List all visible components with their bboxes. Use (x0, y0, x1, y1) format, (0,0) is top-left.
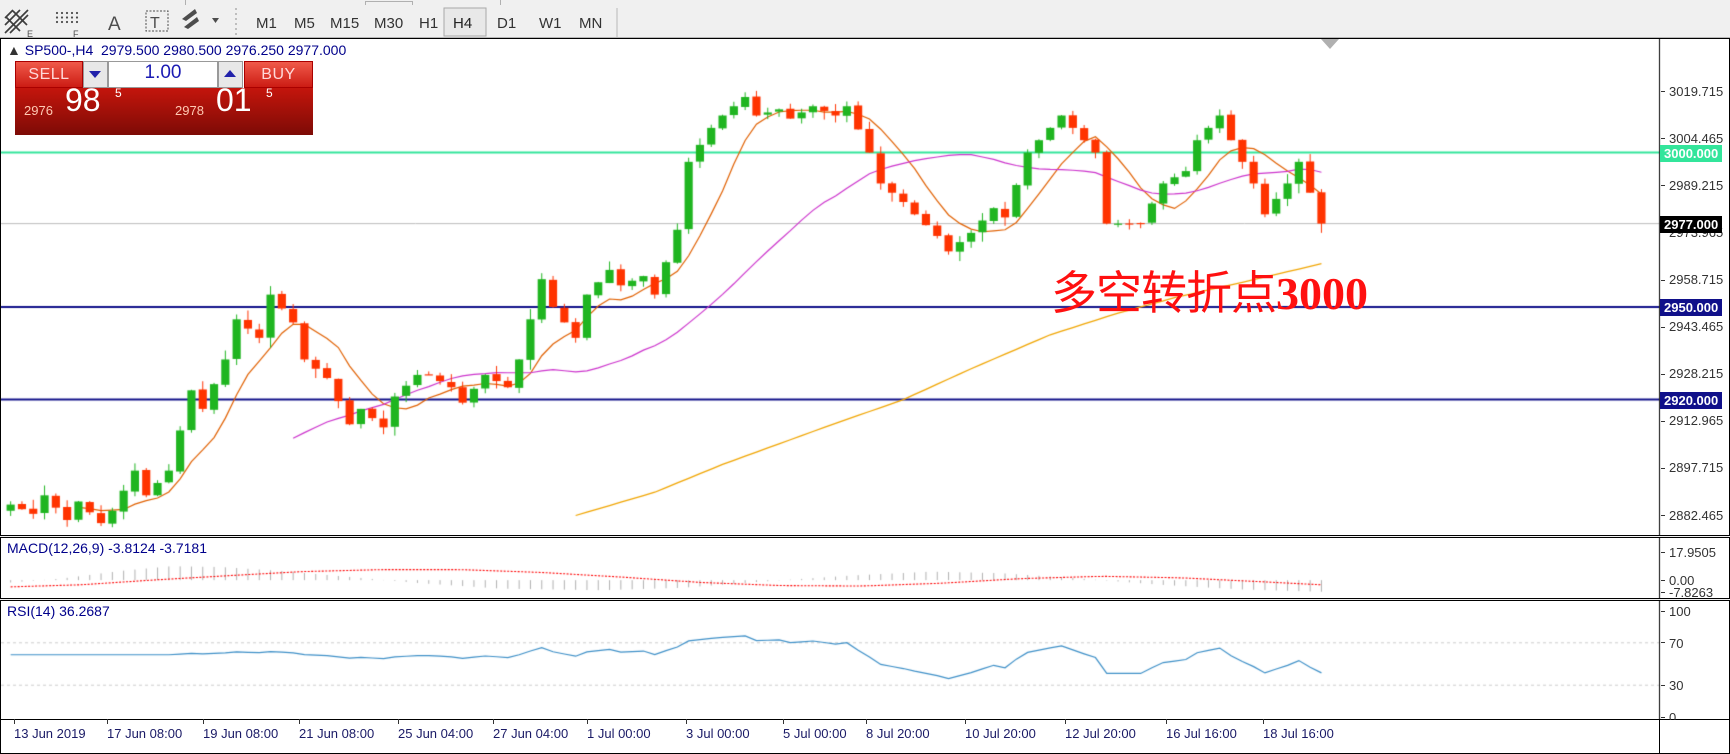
svg-text:M5: M5 (294, 15, 315, 32)
svg-text:H1: H1 (419, 15, 438, 32)
svg-text:M1: M1 (256, 15, 277, 32)
svg-text:M15: M15 (330, 15, 359, 32)
svg-text:W1: W1 (539, 15, 562, 32)
svg-text:D1: D1 (497, 15, 516, 32)
svg-text:M30: M30 (374, 15, 403, 32)
svg-text:H4: H4 (453, 15, 472, 32)
svg-text:T: T (150, 15, 160, 32)
svg-text:A: A (108, 14, 121, 35)
svg-text:MN: MN (579, 15, 602, 32)
